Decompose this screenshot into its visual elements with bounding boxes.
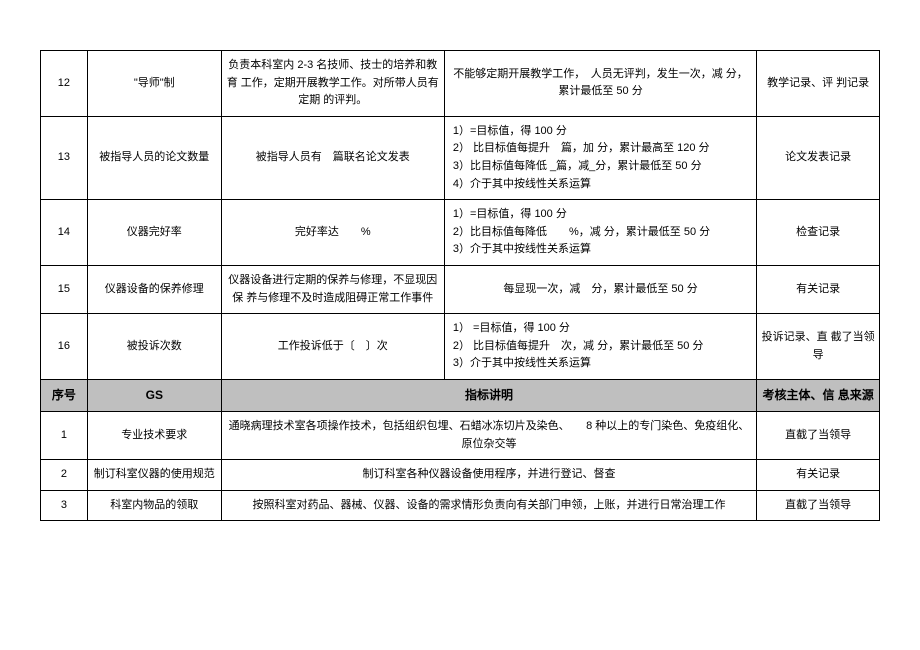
evaluation-table: 12"导师"制负责本科室内 2-3 名技师、技士的培养和教育 工作，定期开展教学… — [40, 50, 880, 521]
hdr-gs: GS — [87, 379, 221, 411]
hdr-desc: 指标讲明 — [221, 379, 757, 411]
row-name: 仪器完好率 — [87, 200, 221, 266]
row-no: 1 — [41, 412, 88, 460]
row-desc: 仪器设备进行定期的保养与修理，不显现因保 养与修理不及时造成阻碍正常工作事件 — [221, 265, 444, 313]
row-desc: 完好率达 % — [221, 200, 444, 266]
row-no: 3 — [41, 490, 88, 521]
row-no: 15 — [41, 265, 88, 313]
row-desc: 制订科室各种仪器设备使用程序，并进行登记、督查 — [221, 460, 757, 491]
table-row: 16被投诉次数工作投诉低于〔 〕次1） =目标值，得 100 分2） 比目标值每… — [41, 314, 880, 380]
row-criteria: 1）=目标值，得 100 分2）比目标值每降低 %，减 分，累计最低至 50 分… — [444, 200, 756, 266]
hdr-source: 考核主体、信 息来源 — [757, 379, 880, 411]
row-source: 投诉记录、直 截了当领导 — [757, 314, 880, 380]
hdr-no: 序号 — [41, 379, 88, 411]
row-no: 13 — [41, 116, 88, 199]
row-name: 被投诉次数 — [87, 314, 221, 380]
row-name: 专业技术要求 — [87, 412, 221, 460]
row-criteria: 1）=目标值，得 100 分2） 比目标值每提升 篇，加 分，累计最高至 120… — [444, 116, 756, 199]
row-name: 制订科室仪器的使用规范 — [87, 460, 221, 491]
row-criteria: 每显现一次，减 分，累计最低至 50 分 — [444, 265, 756, 313]
row-desc: 工作投诉低于〔 〕次 — [221, 314, 444, 380]
row-desc: 按照科室对药品、器械、仪器、设备的需求情形负责向有关部门申领，上账，并进行日常治… — [221, 490, 757, 521]
row-source: 论文发表记录 — [757, 116, 880, 199]
row-source: 教学记录、评 判记录 — [757, 51, 880, 117]
row-desc: 通晓病理技术室各项操作技术，包括组织包埋、石蜡冰冻切片及染色、 8 种以上的专门… — [221, 412, 757, 460]
row-source: 有关记录 — [757, 460, 880, 491]
row-name: 被指导人员的论文数量 — [87, 116, 221, 199]
row-source: 直截了当领导 — [757, 412, 880, 460]
row-no: 12 — [41, 51, 88, 117]
row-desc: 负责本科室内 2-3 名技师、技士的培养和教育 工作，定期开展教学工作。对所带人… — [221, 51, 444, 117]
row-source: 有关记录 — [757, 265, 880, 313]
section-header: 序号GS指标讲明考核主体、信 息来源 — [41, 379, 880, 411]
table-row: 15仪器设备的保养修理仪器设备进行定期的保养与修理，不显现因保 养与修理不及时造… — [41, 265, 880, 313]
row-source: 检查记录 — [757, 200, 880, 266]
row-name: 仪器设备的保养修理 — [87, 265, 221, 313]
row-criteria: 不能够定期开展教学工作， 人员无评判，发生一次，减 分，累计最低至 50 分 — [444, 51, 756, 117]
row-desc: 被指导人员有 篇联名论文发表 — [221, 116, 444, 199]
table-row: 1专业技术要求通晓病理技术室各项操作技术，包括组织包埋、石蜡冰冻切片及染色、 8… — [41, 412, 880, 460]
table-row: 2制订科室仪器的使用规范制订科室各种仪器设备使用程序，并进行登记、督查有关记录 — [41, 460, 880, 491]
row-name: "导师"制 — [87, 51, 221, 117]
table-row: 12"导师"制负责本科室内 2-3 名技师、技士的培养和教育 工作，定期开展教学… — [41, 51, 880, 117]
row-no: 2 — [41, 460, 88, 491]
row-name: 科室内物品的领取 — [87, 490, 221, 521]
table-row: 14仪器完好率完好率达 %1）=目标值，得 100 分2）比目标值每降低 %，减… — [41, 200, 880, 266]
table-row: 13被指导人员的论文数量被指导人员有 篇联名论文发表1）=目标值，得 100 分… — [41, 116, 880, 199]
table-row: 3科室内物品的领取按照科室对药品、器械、仪器、设备的需求情形负责向有关部门申领，… — [41, 490, 880, 521]
row-criteria: 1） =目标值，得 100 分2） 比目标值每提升 次，减 分，累计最低至 50… — [444, 314, 756, 380]
row-source: 直截了当领导 — [757, 490, 880, 521]
row-no: 14 — [41, 200, 88, 266]
row-no: 16 — [41, 314, 88, 380]
